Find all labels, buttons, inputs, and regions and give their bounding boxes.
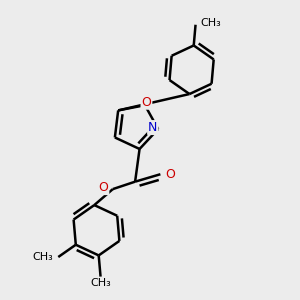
Text: O: O — [98, 181, 108, 194]
Text: CH₃: CH₃ — [32, 252, 53, 262]
Text: O: O — [166, 168, 176, 181]
Text: CH₃: CH₃ — [90, 278, 111, 288]
Text: N: N — [148, 121, 158, 134]
Text: O: O — [142, 96, 152, 109]
Text: CH₃: CH₃ — [200, 18, 221, 28]
